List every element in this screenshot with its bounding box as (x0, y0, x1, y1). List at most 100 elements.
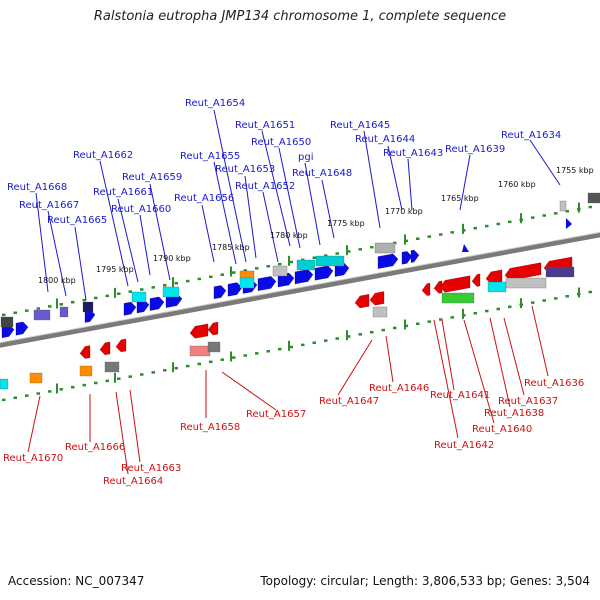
label-leader-line (261, 130, 291, 247)
upper-guide-dot (439, 233, 443, 236)
gene-label[interactable]: Reut_A1640 (472, 424, 532, 435)
lower-guide-dot (404, 324, 408, 328)
gene-label[interactable]: Reut_A1664 (103, 476, 163, 487)
upper-guide-dot (186, 279, 190, 283)
gene-label[interactable]: Reut_A1637 (498, 396, 558, 407)
gene-label[interactable]: pgi (298, 152, 313, 163)
upper-guide-dot (82, 298, 86, 302)
reverse-gene-arrow (115, 338, 127, 353)
reverse-gene-arrow (369, 291, 385, 306)
lower-guide-dot (2, 398, 6, 402)
gene-label[interactable]: Reut_A1634 (501, 130, 561, 141)
upper-guide-dot (105, 294, 109, 298)
gene-label[interactable]: Reut_A1660 (111, 204, 171, 215)
label-leader-line (27, 395, 41, 453)
gene-label[interactable]: Reut_A1670 (3, 453, 63, 464)
gene-box-grey (272, 265, 288, 277)
upper-guide-dot (117, 292, 121, 295)
forward-gene-arrow (314, 265, 334, 281)
label-leader-line (463, 319, 495, 424)
gene-label[interactable]: Reut_A1657 (246, 409, 306, 420)
label-leader-line (278, 147, 301, 249)
upper-guide-dot (554, 212, 558, 215)
gene-label[interactable]: Reut_A1645 (330, 120, 390, 131)
lower-guide-dot (450, 316, 454, 319)
upper-guide-dot (370, 245, 374, 249)
scale-label: 1800 kbp (38, 276, 76, 285)
lower-guide-dot (220, 358, 224, 361)
label-leaders (27, 109, 561, 475)
gene-label[interactable]: Reut_A1666 (65, 442, 125, 453)
gene-label[interactable]: Reut_A1653 (215, 164, 275, 175)
gene-label[interactable]: Reut_A1641 (430, 390, 490, 401)
gene-label[interactable]: Reut_A1647 (319, 396, 379, 407)
gene-label[interactable]: Reut_A1650 (251, 137, 311, 148)
gene-label[interactable]: Reut_A1665 (47, 215, 107, 226)
upper-guide-dot (427, 235, 431, 238)
label-leader-line (213, 161, 237, 265)
gene-box-orange (29, 372, 43, 384)
lower-guide-dot (358, 333, 362, 336)
lower-guide-dot (335, 337, 339, 340)
gene-label[interactable]: Reut_A1662 (73, 150, 133, 161)
scale-label: 1795 kbp (96, 265, 134, 274)
label-leader-line (35, 192, 49, 293)
upper-guide-dot (542, 214, 546, 217)
gene-label[interactable]: Reut_A1652 (235, 181, 295, 192)
gene-label[interactable]: Reut_A1638 (484, 408, 544, 419)
lower-guide-dot (473, 311, 477, 315)
upper-guide-dot (36, 307, 40, 310)
gene-label[interactable]: Reut_A1654 (185, 98, 245, 109)
gene-label[interactable]: Reut_A1648 (292, 168, 352, 179)
gene-label[interactable]: Reut_A1659 (122, 172, 182, 183)
forward-gene-arrow (123, 301, 137, 316)
gene-box-cyan (239, 277, 255, 289)
gene-label[interactable]: Reut_A1663 (121, 463, 181, 474)
lower-guide-dot (174, 366, 178, 370)
gene-label[interactable]: Reut_A1667 (19, 200, 79, 211)
forward-gene-arrow (401, 251, 413, 265)
upper-guide-dot (416, 237, 420, 240)
forward-gene-arrow (294, 269, 314, 285)
gene-label[interactable]: Reut_A1639 (445, 144, 505, 155)
upper-guide-dot (163, 284, 167, 287)
tick-guides (2, 202, 592, 402)
gene-label[interactable]: Reut_A1658 (180, 422, 240, 433)
marker-triangle (462, 244, 469, 252)
gene-box-orange (79, 365, 93, 377)
upper-guide-dot (94, 296, 98, 300)
lower-guide-dot (25, 394, 29, 397)
gene-box-pink (189, 345, 211, 357)
gene-box-grey (559, 200, 567, 212)
upper-guide-dot (312, 256, 316, 260)
reverse-gene-arrow (99, 341, 111, 356)
gene-label[interactable]: Reut_A1668 (7, 182, 67, 193)
gene-label[interactable]: Reut_A1643 (383, 148, 443, 159)
gene-box-cyan (0, 378, 9, 390)
lower-guide-dot (255, 352, 259, 355)
upper-guide-dot (588, 205, 592, 209)
sequence-summary: Topology: circular; Length: 3,806,533 bp… (260, 574, 590, 588)
gene-label[interactable]: Reut_A1646 (369, 383, 429, 394)
gene-label[interactable]: Reut_A1655 (180, 151, 240, 162)
forward-gene-arrow (149, 296, 165, 311)
label-leader-line (262, 191, 279, 263)
label-leader-line (441, 319, 455, 391)
label-leader-line (363, 130, 381, 229)
gene-label[interactable]: Reut_A1636 (524, 378, 584, 389)
gene-box-purple (545, 266, 575, 278)
lower-guide-dot (565, 295, 569, 298)
label-leader-line (304, 162, 321, 246)
lower-guide-dot (48, 390, 52, 393)
gene-label[interactable]: Reut_A1661 (93, 187, 153, 198)
gene-label[interactable]: Reut_A1642 (434, 440, 494, 451)
reverse-gene-arrow (79, 345, 91, 359)
reverse-gene-arrow (439, 275, 471, 293)
gene-label[interactable]: Reut_A1656 (174, 193, 234, 204)
label-leader-line (387, 145, 403, 211)
gene-label[interactable]: Reut_A1651 (235, 120, 295, 131)
label-leader-line (433, 319, 459, 439)
gene-label[interactable]: Reut_A1644 (355, 134, 415, 145)
lower-guide-dot (82, 383, 86, 387)
lower-guide-dot (416, 322, 420, 325)
